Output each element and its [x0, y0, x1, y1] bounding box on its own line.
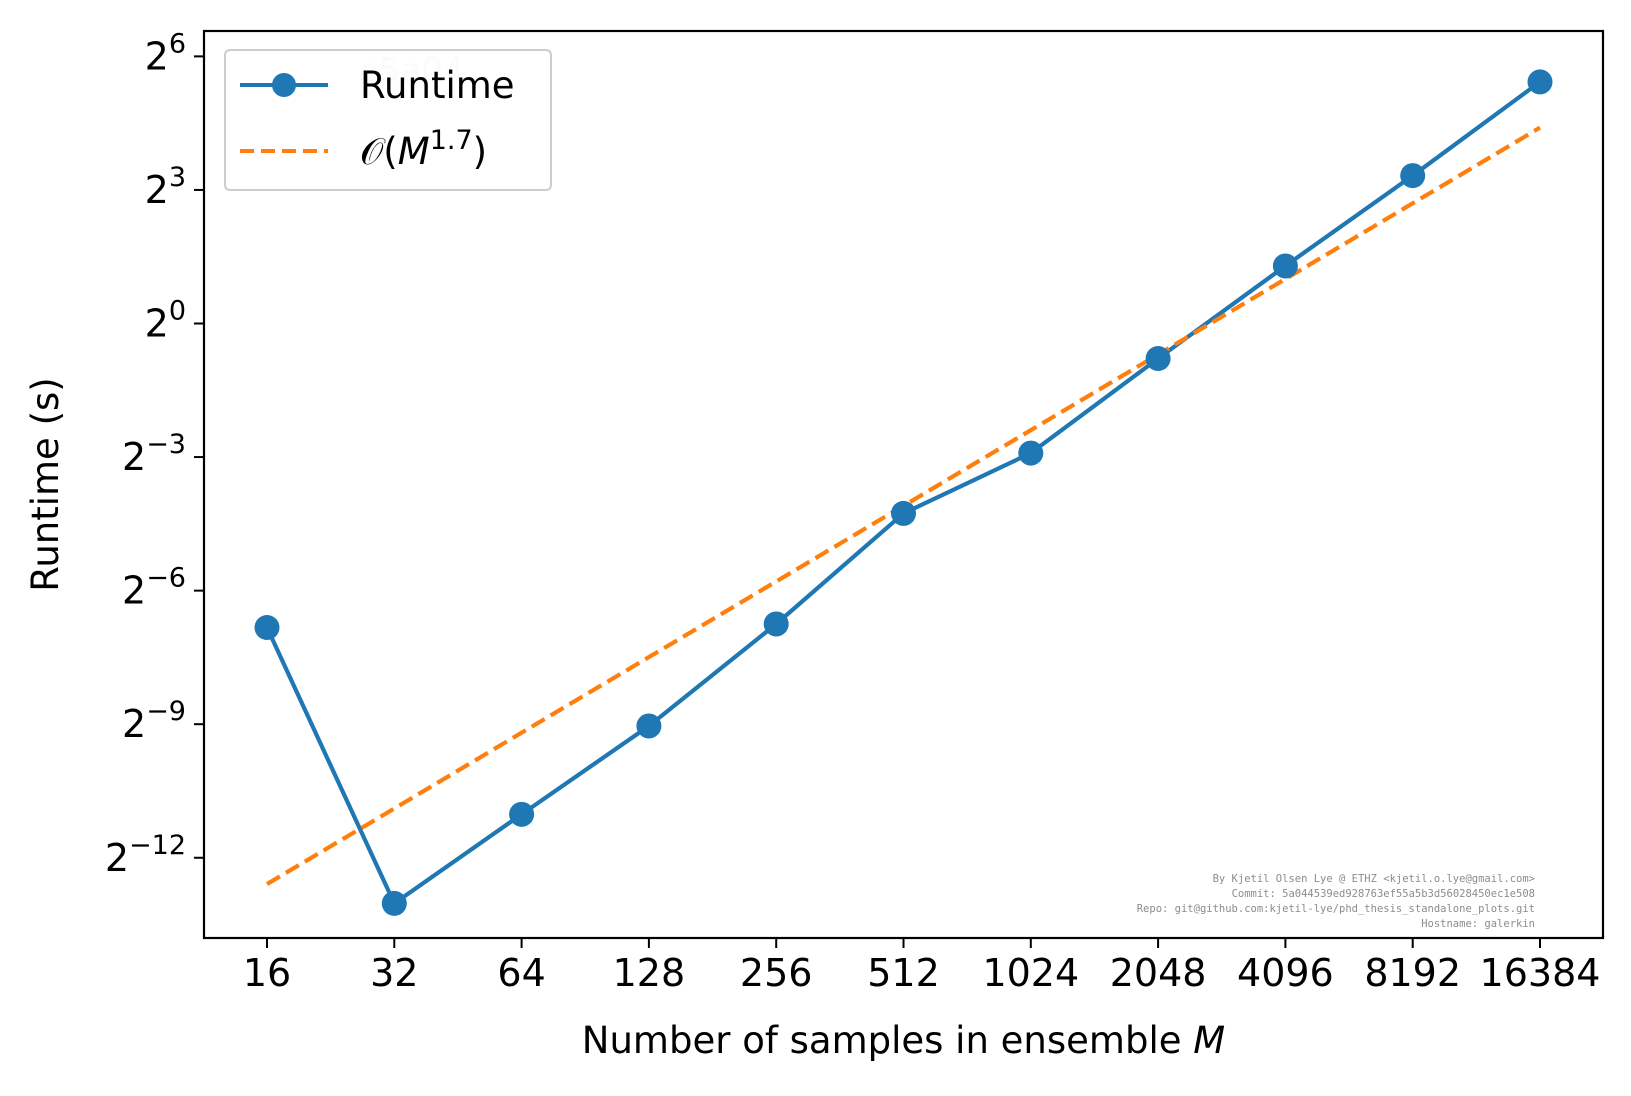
series-markers: [254, 69, 1553, 916]
x-tick-label: 2048: [1110, 951, 1207, 995]
x-tick-label: 4096: [1237, 951, 1334, 995]
legend-reference-prefix: 𝒪(: [360, 130, 398, 173]
runtime-point: [1527, 69, 1553, 95]
runtime-point: [1272, 253, 1298, 279]
legend: Runtime 𝒪(M1.7): [224, 49, 552, 191]
legend-runtime-label: Runtime: [360, 64, 515, 107]
credit-line: Hostname: galerkin: [1421, 918, 1535, 930]
x-axis-label-text: Number of samples in ensemble: [582, 1019, 1193, 1062]
x-tick-label: 256: [740, 951, 813, 995]
x-tick-label: 512: [867, 951, 940, 995]
y-axis-ticks: 26 23 20 2−3 2−6 2−9 2−12: [105, 28, 204, 880]
runtime-point: [509, 801, 535, 827]
y-tick-label: 26: [145, 28, 186, 78]
legend-reference-variable: M: [398, 130, 430, 173]
y-tick-label: 23: [145, 162, 186, 212]
runtime-point: [1400, 163, 1426, 189]
x-axis-label-variable: M: [1193, 1019, 1225, 1062]
y-tick-label: 2−12: [105, 830, 186, 880]
credit-line: Repo: git@github.com:kjetil-lye/phd_thes…: [1137, 903, 1535, 915]
runtime-point: [1145, 345, 1171, 371]
legend-reference-label: 𝒪(M1.7): [360, 125, 487, 173]
x-tick-label: 16: [243, 951, 291, 995]
credits-block: By Kjetil Olsen Lye @ ETHZ <kjetil.o.lye…: [1137, 873, 1535, 930]
y-tick-label: 2−3: [122, 429, 186, 479]
x-tick-label: 1024: [982, 951, 1079, 995]
y-tick-label: 2−9: [122, 696, 186, 746]
y-tick-label: 2−6: [122, 563, 186, 613]
legend-runtime-marker: [272, 73, 296, 97]
x-axis-label: Number of samples in ensemble M: [582, 1019, 1225, 1062]
runtime-point: [891, 500, 916, 526]
credit-line: Commit: 5a044539ed928763ef55a5b3d5602845…: [1232, 888, 1535, 900]
x-tick-label: 8192: [1364, 951, 1461, 995]
y-tick-label: 20: [145, 296, 186, 346]
runtime-point: [763, 611, 789, 637]
x-axis-ticks: 16 32 64 128 256 512 1024 2048 4096 8192 16384: [243, 938, 1601, 995]
legend-reference-suffix: ): [473, 130, 487, 173]
y-axis-label: Runtime (s): [24, 377, 67, 591]
runtime-point: [381, 890, 407, 916]
legend-reference-exponent: 1.7: [430, 125, 473, 156]
runtime-point: [1018, 440, 1044, 466]
credit-line: By Kjetil Olsen Lye @ ETHZ <kjetil.o.lye…: [1213, 873, 1535, 885]
runtime-point: [254, 615, 280, 641]
x-tick-label: 64: [497, 951, 545, 995]
runtime-point: [636, 713, 662, 739]
x-tick-label: 128: [613, 951, 686, 995]
x-tick-label: 32: [370, 951, 418, 995]
x-tick-label: 16384: [1480, 951, 1601, 995]
